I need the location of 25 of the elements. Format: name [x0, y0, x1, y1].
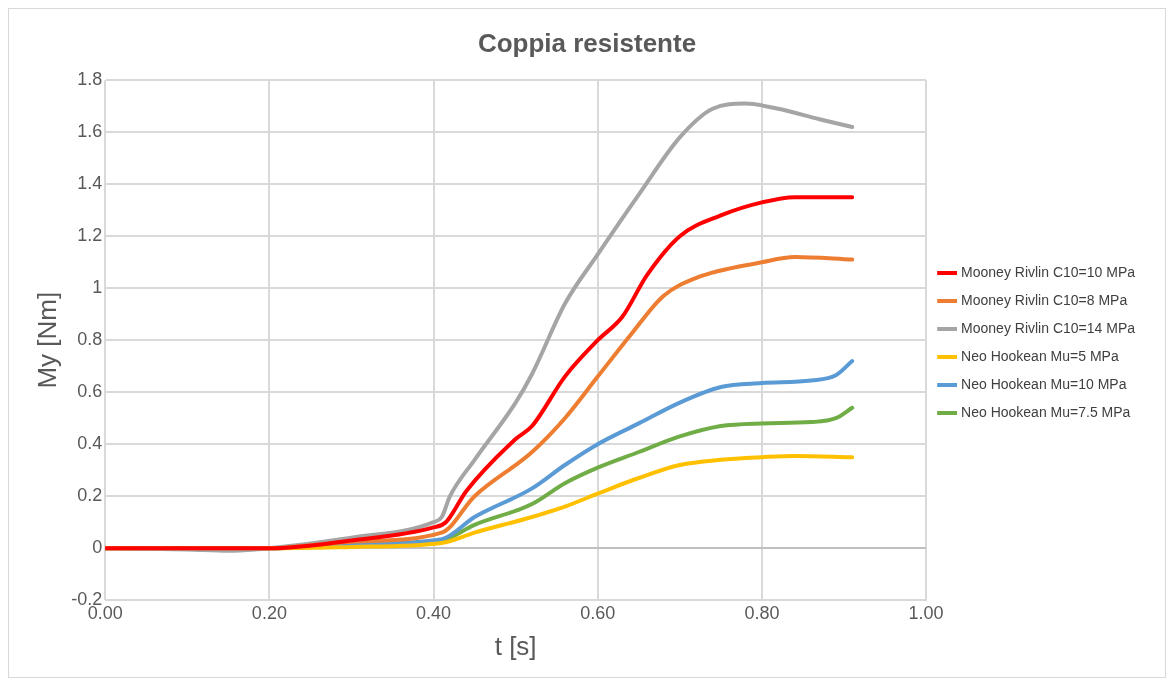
y-tick-label: 0.6: [77, 381, 103, 402]
y-tick-label: 0.8: [77, 329, 103, 350]
x-tick-label: 0.80: [744, 602, 780, 623]
y-tick-label: 1.6: [77, 121, 103, 142]
y-tick-label: 0.4: [77, 433, 103, 454]
x-tick-label: 0.20: [251, 602, 287, 623]
y-tick-label: 0: [92, 537, 103, 558]
legend-label: Mooney Rivlin C10=14 MPa: [961, 319, 1136, 336]
y-tick-label: 1: [92, 277, 103, 298]
y-tick-label: 1.2: [77, 225, 103, 246]
legend-label: Neo Hookean Mu=10 MPa: [961, 375, 1127, 392]
y-tick-label: 0.2: [77, 485, 103, 506]
legend-label: Neo Hookean Mu=5 MPa: [961, 347, 1119, 364]
chart-title: Coppia resistente: [477, 27, 697, 58]
legend-label: Neo Hookean Mu=7.5 MPa: [961, 403, 1131, 420]
x-tick-label: 1.00: [908, 602, 944, 623]
x-axis-title: t [s]: [494, 630, 537, 661]
line-series: [105, 195, 855, 551]
y-tick-label: 1.4: [77, 173, 103, 194]
y-axis-title: My [Nm]: [31, 291, 62, 389]
x-tick-label: 0.40: [416, 602, 452, 623]
legend-label: Mooney Rivlin C10=10 MPa: [961, 263, 1136, 280]
legend-label: Mooney Rivlin C10=8 MPa: [961, 291, 1128, 308]
y-tick-label: 1.8: [77, 69, 103, 90]
x-tick-label: 0.60: [580, 602, 616, 623]
